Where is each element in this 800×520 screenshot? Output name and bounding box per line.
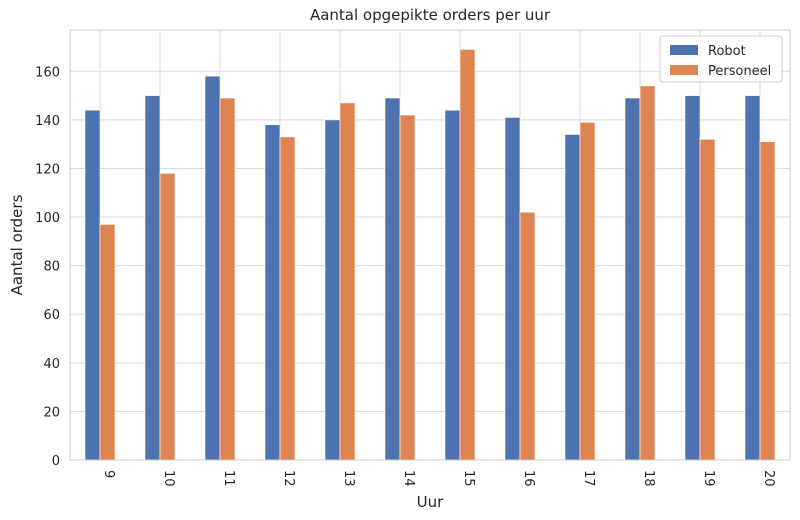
bar-personeel — [639, 85, 656, 461]
bar-personeel — [99, 224, 116, 461]
x-tick-label: 16 — [521, 470, 536, 487]
x-tick-label: 12 — [281, 470, 296, 487]
bar-robot — [444, 109, 461, 461]
x-tick-label: 13 — [341, 470, 356, 487]
bar-robot — [324, 119, 341, 461]
bar-robot — [744, 95, 761, 461]
y-tick-label: 60 — [43, 308, 60, 323]
y-tick-label: 120 — [35, 162, 60, 177]
y-tick-label: 20 — [43, 405, 60, 420]
bar-personeel — [159, 173, 176, 461]
chart-title: Aantal opgepikte orders per uur — [310, 6, 551, 24]
x-axis-ticks: 9 10 11 12 13 14 15 16 17 18 19 20 — [101, 470, 776, 487]
bar-robot — [564, 134, 581, 461]
bar-personeel — [579, 122, 596, 461]
x-tick-label: 18 — [641, 470, 656, 487]
x-tick-label: 11 — [221, 470, 236, 487]
legend-swatch — [670, 65, 698, 75]
bar-robot — [144, 95, 161, 461]
bar-robot — [684, 95, 701, 461]
y-tick-label: 40 — [43, 357, 60, 372]
bars — [84, 49, 776, 461]
x-axis-title: Uur — [417, 493, 444, 511]
plot-area — [70, 30, 790, 460]
bar-robot — [204, 75, 221, 461]
x-tick-label: 14 — [401, 470, 416, 487]
bar-personeel — [699, 139, 716, 461]
x-tick-label: 10 — [161, 470, 176, 487]
bar-personeel — [399, 114, 416, 461]
bar-personeel — [279, 136, 296, 461]
y-axis-title: Aantal orders — [8, 194, 26, 295]
bar-personeel — [759, 141, 776, 461]
y-tick-label: 160 — [35, 65, 60, 80]
x-tick-label: 20 — [761, 470, 776, 487]
bar-robot — [384, 97, 401, 461]
bar-personeel — [219, 97, 236, 461]
bar-robot — [624, 97, 641, 461]
bar-personeel — [519, 211, 536, 461]
y-tick-label: 100 — [35, 211, 60, 226]
plot-frame — [69, 29, 791, 461]
bar-personeel — [339, 102, 356, 461]
y-axis-ticks: 0 20 40 60 80 100 120 140 160 — [35, 65, 60, 469]
y-tick-label: 0 — [52, 454, 60, 469]
x-tick-label: 19 — [701, 470, 716, 487]
bar-robot — [504, 117, 521, 461]
x-tick-label: 9 — [101, 470, 116, 478]
y-tick-label: 140 — [35, 114, 60, 129]
legend-label: Personeel — [708, 64, 771, 79]
x-tick-label: 15 — [461, 470, 476, 487]
legend-swatch — [670, 45, 698, 55]
x-tick-label: 17 — [581, 470, 596, 487]
bar-personeel — [459, 49, 476, 461]
bar-robot — [264, 124, 281, 461]
legend-label: Robot — [708, 44, 746, 59]
bar-robot — [84, 109, 101, 461]
legend: Robot Personeel — [659, 35, 783, 83]
y-tick-label: 80 — [43, 260, 60, 275]
